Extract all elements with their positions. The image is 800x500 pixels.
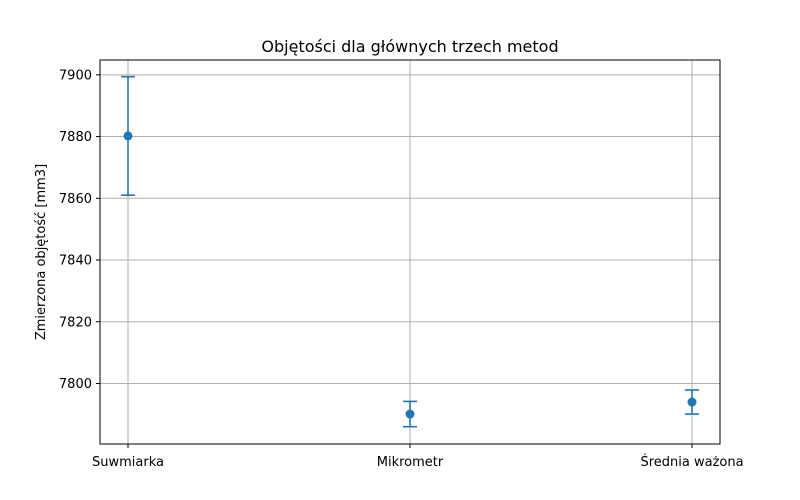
y-tick-label: 7860 bbox=[59, 192, 92, 207]
data-point bbox=[123, 131, 133, 141]
y-tick-label: 7900 bbox=[59, 68, 92, 83]
x-tick-label: Średnia ważona bbox=[640, 454, 743, 470]
y-tick-label: 7820 bbox=[59, 315, 92, 330]
chart-title: Objętości dla głównych trzech metod bbox=[261, 37, 558, 56]
y-tick-label: 7880 bbox=[59, 130, 92, 145]
y-axis-label: Zmierzona objętość [mm3] bbox=[34, 164, 49, 340]
data-point bbox=[687, 397, 697, 407]
x-tick-label: Suwmiarka bbox=[92, 455, 164, 470]
y-tick-label: 7800 bbox=[59, 377, 92, 392]
x-axis-ticks: Suwmiarka Mikrometr Średnia ważona bbox=[92, 444, 744, 470]
data-points bbox=[123, 131, 697, 419]
grid bbox=[100, 60, 720, 444]
data-point bbox=[405, 409, 415, 419]
y-axis-ticks: 7800 7820 7840 7860 7880 7900 bbox=[59, 68, 100, 392]
x-tick-label: Mikrometr bbox=[377, 455, 444, 470]
y-tick-label: 7840 bbox=[59, 254, 92, 269]
